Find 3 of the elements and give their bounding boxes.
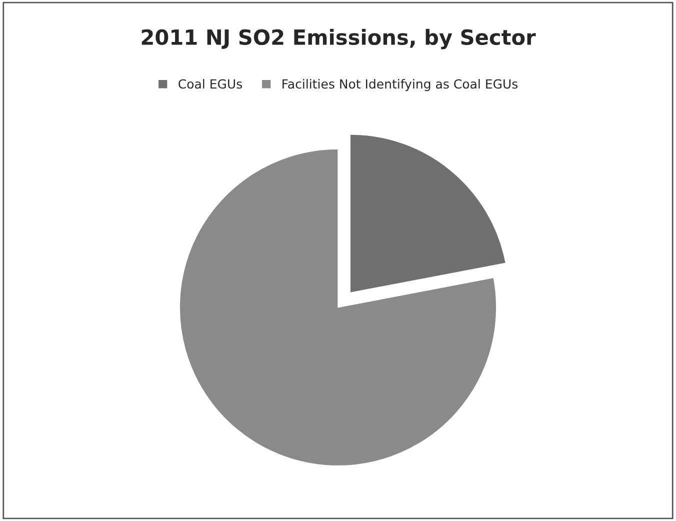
legend-label: Facilities Not Identifying as Coal EGUs xyxy=(282,78,518,92)
legend-label: Coal EGUs xyxy=(178,78,242,89)
chart-title: 2011 NJ SO2 Emissions, by Sector xyxy=(142,28,536,50)
